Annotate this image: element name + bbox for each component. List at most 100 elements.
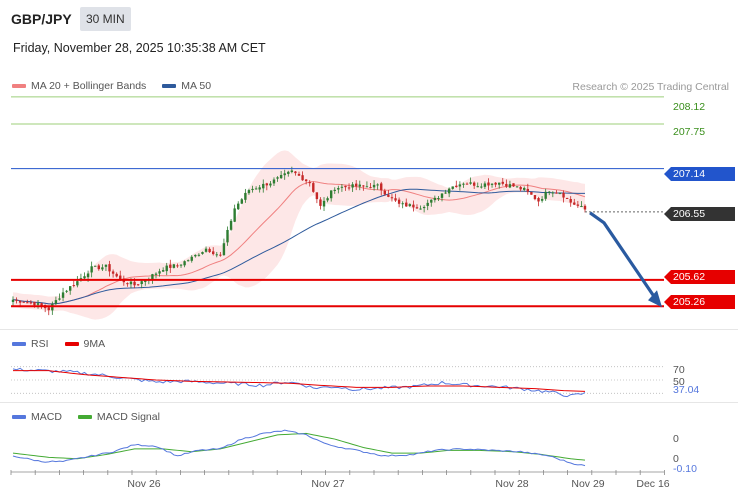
candle-body [247, 190, 251, 194]
candle-body [355, 183, 358, 187]
candle-body [422, 206, 426, 209]
candle-body [530, 191, 533, 195]
candle-body [565, 197, 569, 199]
macd-swatch [12, 415, 26, 419]
candle-body [433, 197, 437, 201]
candle-body [315, 192, 319, 200]
candle-body [344, 185, 347, 188]
candle-body [523, 187, 526, 190]
candle-body [544, 191, 547, 199]
candle-body [219, 254, 222, 256]
candle-body [376, 184, 379, 186]
candle-body [444, 192, 447, 194]
candle-body [33, 301, 36, 306]
candle-body [119, 275, 122, 280]
candle-body [498, 182, 501, 185]
candle-body [254, 188, 258, 190]
last-price-tag: 206.55 [664, 207, 735, 221]
symbol-label[interactable]: GBP/JPY [11, 11, 72, 27]
support-2-tag: 205.26 [664, 295, 735, 309]
candle-body [179, 264, 183, 266]
candle-body [508, 184, 512, 188]
candle-body [462, 183, 465, 185]
candle-body [526, 188, 529, 192]
candle-body [269, 183, 272, 186]
rsi-tick-70: 70 [673, 364, 685, 376]
x-tick-dec16: Dec 16 [636, 478, 670, 490]
candle-body [569, 199, 572, 203]
candle-body [229, 220, 233, 230]
candle-body [61, 292, 65, 298]
candle-body [337, 188, 340, 190]
candle-body [265, 183, 269, 186]
candle-body [365, 186, 369, 188]
candle-body [212, 251, 215, 255]
candle-body [115, 273, 118, 277]
candle-body [36, 303, 40, 305]
candle-body [465, 183, 469, 185]
candle-body [494, 182, 497, 185]
candle-body [301, 175, 304, 181]
candle-body [387, 194, 390, 197]
candle-body [312, 183, 315, 192]
ma20-legend-label: MA 20 + Bollinger Bands [31, 80, 147, 92]
candle-body [390, 197, 394, 199]
candle-body [548, 191, 551, 193]
macd-tick-0: 0 [673, 433, 679, 445]
candle-body [555, 192, 558, 194]
candle-body [487, 182, 490, 186]
rsi-line [12, 367, 586, 398]
candle-body [426, 202, 429, 206]
candle-body [430, 199, 433, 203]
rsi-legend: RSI 9MA [12, 338, 105, 350]
macd-signal-legend-label: MACD Signal [96, 411, 160, 423]
candle-body [15, 299, 18, 301]
candle-body [308, 182, 311, 184]
candle-body [190, 256, 193, 261]
forecast-arrowhead [648, 290, 662, 308]
candle-body [183, 261, 186, 266]
candle-body [501, 181, 504, 184]
macd-signal-line [12, 432, 586, 461]
rsi-last-value: 37.04 [673, 384, 700, 396]
candle-body [469, 182, 472, 184]
candle-body [244, 192, 247, 200]
candle-body [515, 186, 519, 188]
candle-body [319, 199, 322, 206]
separator [0, 329, 738, 330]
candle-body [369, 187, 372, 189]
ma20-line [12, 181, 586, 305]
candle-body [455, 185, 458, 188]
timeframe-button[interactable]: 30 MIN [80, 7, 131, 31]
candle-body [140, 281, 143, 285]
candle-body [476, 186, 479, 188]
candle-body [290, 170, 294, 173]
candle-body [276, 177, 279, 179]
candle-body [480, 186, 483, 188]
candle-body [333, 189, 336, 192]
candle-body [272, 179, 276, 184]
pivot-tag: 207.14 [664, 167, 735, 181]
candle-body [304, 179, 308, 182]
candle-body [583, 205, 587, 210]
candle-body [562, 192, 565, 198]
candle-body [362, 185, 365, 187]
candle-body [372, 184, 376, 188]
x-tick-nov27: Nov 27 [311, 478, 345, 490]
candle-body [194, 254, 197, 257]
candle-body [540, 199, 544, 201]
candle-body [22, 301, 25, 303]
candle-body [447, 188, 451, 194]
candle-body [322, 200, 326, 207]
separator [0, 402, 738, 403]
candle-body [101, 267, 104, 270]
candle-body [126, 283, 129, 285]
candle-body [169, 264, 172, 268]
candle-body [326, 198, 329, 201]
candle-body [262, 183, 265, 189]
candle-body [83, 276, 86, 279]
rsi-tick-50: 50 [673, 376, 685, 388]
candle-body [251, 188, 254, 191]
candle-body [505, 183, 508, 187]
